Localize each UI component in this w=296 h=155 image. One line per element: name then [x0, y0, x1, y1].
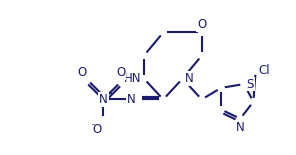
Text: S: S: [246, 78, 254, 91]
Text: +: +: [107, 89, 114, 98]
Text: O: O: [78, 66, 87, 79]
Text: N: N: [99, 93, 107, 106]
Text: HN: HN: [123, 72, 141, 85]
Text: Cl: Cl: [258, 64, 270, 78]
Text: N: N: [236, 121, 244, 134]
Text: N: N: [185, 72, 194, 85]
Text: O: O: [197, 18, 206, 31]
Text: -: -: [92, 120, 95, 129]
Text: N: N: [127, 93, 136, 106]
Text: O: O: [92, 123, 102, 136]
Text: O: O: [116, 66, 126, 79]
